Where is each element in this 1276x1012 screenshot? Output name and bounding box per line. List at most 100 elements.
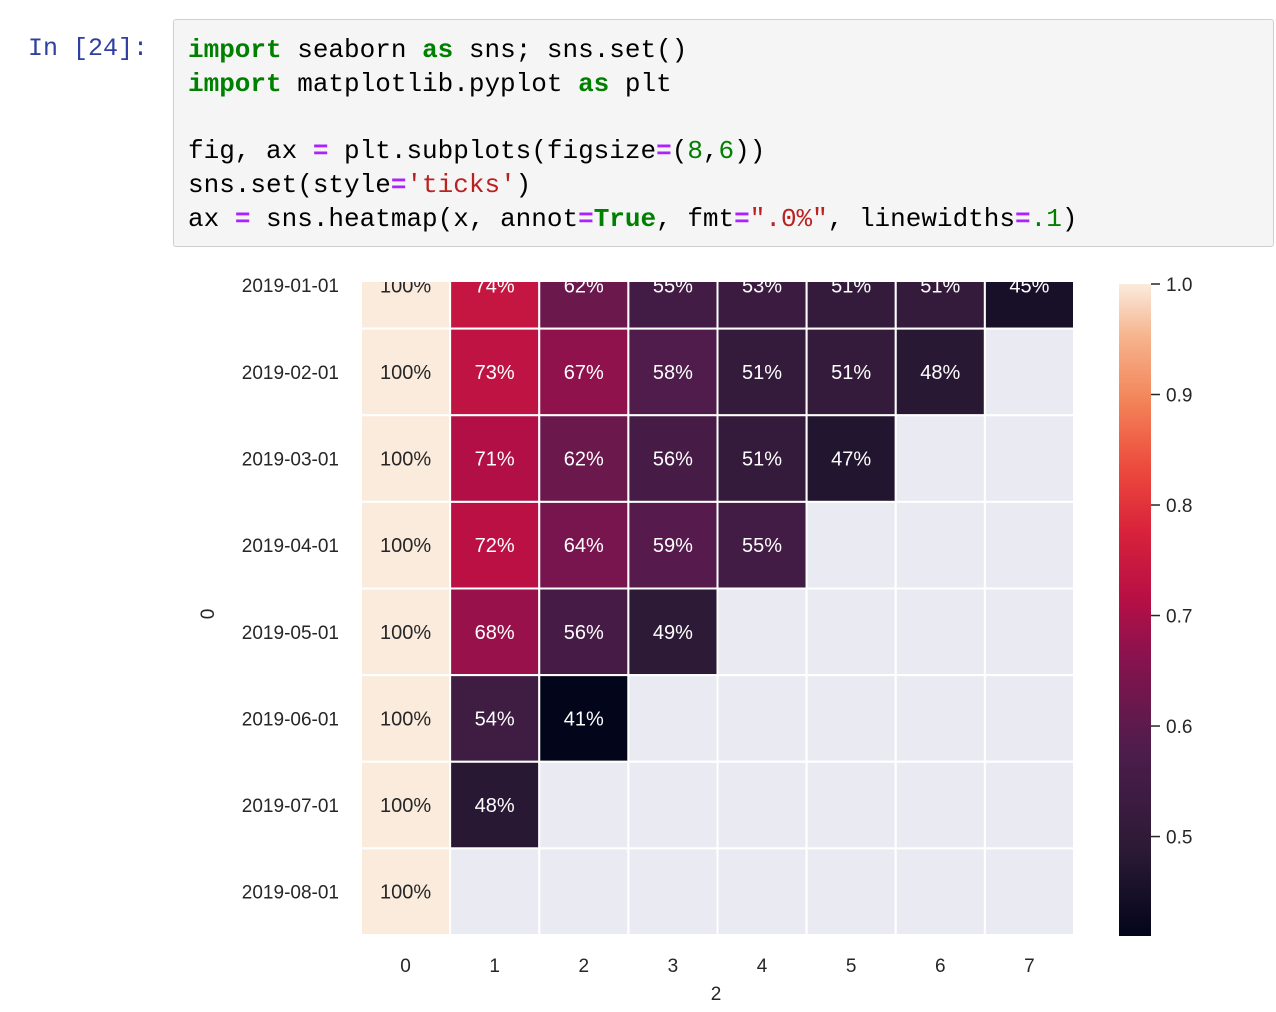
heatmap-cell — [538, 414, 630, 503]
heatmap-empty-cell — [805, 847, 897, 935]
cell-annotation: 51% — [920, 275, 960, 297]
heatmap-empty-cell — [983, 587, 1074, 677]
heatmap-empty-cell — [627, 674, 719, 763]
cell-annotation: 47% — [831, 449, 871, 471]
cell-annotation: 45% — [1009, 275, 1049, 297]
cell-annotation: 64% — [564, 535, 604, 557]
cell-annotation: 48% — [475, 795, 515, 817]
colorbar-tick-label: 0.5 — [1166, 828, 1192, 849]
heatmap-cell — [716, 414, 808, 503]
y-tick-label: 2019-02-01 — [242, 363, 339, 384]
y-tick-label: 2019-04-01 — [242, 536, 339, 557]
heatmap-cell — [805, 414, 897, 503]
cell-annotation: 71% — [475, 449, 515, 471]
heatmap-cell — [538, 587, 630, 677]
cell-annotation: 100% — [380, 362, 431, 384]
colorbar-tick-label: 0.7 — [1166, 607, 1192, 628]
heatmap-empty-cell — [983, 760, 1074, 850]
heatmap-cell — [538, 500, 630, 590]
y-axis-label: 0 — [198, 609, 219, 620]
heatmap-empty-cell — [894, 500, 986, 590]
x-tick-label: 3 — [668, 956, 679, 977]
heatmap-cell — [449, 282, 541, 330]
heatmap-empty-cell — [449, 847, 541, 935]
x-tick-label: 1 — [489, 956, 500, 977]
heatmap-empty-cell — [805, 760, 897, 850]
cell-annotation: 59% — [653, 535, 693, 557]
cell-annotation: 53% — [742, 275, 782, 297]
colorbar-tick-label: 0.8 — [1166, 496, 1192, 517]
heatmap-cell — [716, 282, 808, 330]
y-tick-label: 2019-03-01 — [242, 450, 339, 471]
code-editor[interactable]: import seaborn as sns; sns.set() import … — [188, 35, 1078, 234]
cell-annotation: 62% — [564, 449, 604, 471]
cell-annotation: 73% — [475, 362, 515, 384]
x-tick-label: 4 — [757, 956, 768, 977]
heatmap-empty-cell — [894, 674, 986, 763]
x-tick-label: 5 — [846, 956, 857, 977]
cell-prompt: In [24]: — [28, 34, 149, 63]
cell-annotation: 67% — [564, 362, 604, 384]
heatmap-cell — [361, 500, 452, 590]
x-tick-label: 2 — [579, 956, 590, 977]
heatmap-cell — [538, 327, 630, 417]
cell-annotation: 48% — [920, 362, 960, 384]
heatmap-empty-cell — [894, 414, 986, 503]
x-tick-label: 6 — [935, 956, 946, 977]
heatmap-empty-cell — [983, 847, 1074, 935]
heatmap-cell — [449, 587, 541, 677]
heatmap-empty-cell — [805, 500, 897, 590]
cell-annotation: 72% — [475, 535, 515, 557]
x-axis-label: 2 — [711, 984, 722, 1005]
heatmap-cell — [627, 414, 719, 503]
x-tick-label: 0 — [400, 956, 411, 977]
y-tick-label: 2019-05-01 — [242, 623, 339, 644]
cell-annotation: 74% — [475, 275, 515, 297]
heatmap-empty-cell — [805, 674, 897, 763]
cell-annotation: 100% — [380, 708, 431, 730]
cell-annotation: 55% — [742, 535, 782, 557]
heatmap-empty-cell — [983, 500, 1074, 590]
heatmap-empty-cell — [538, 760, 630, 850]
heatmap-cell — [449, 500, 541, 590]
heatmap-empty-cell — [983, 327, 1074, 417]
colorbar-tick-label: 0.9 — [1166, 386, 1192, 407]
heatmap-cell — [894, 327, 986, 417]
cell-annotation: 51% — [831, 275, 871, 297]
cell-annotation: 49% — [653, 622, 693, 644]
cell-annotation: 100% — [380, 449, 431, 471]
heatmap-cell — [361, 587, 452, 677]
heatmap-empty-cell — [627, 760, 719, 850]
cell-annotation: 56% — [564, 622, 604, 644]
heatmap-cell — [716, 327, 808, 417]
heatmap-empty-cell — [805, 587, 897, 677]
heatmap-empty-cell — [716, 587, 808, 677]
cell-annotation: 100% — [380, 275, 431, 297]
heatmap-chart: 100% 74% 62% 55% 53% 51% 51% 45%100% 73% 67% 58% 51… — [198, 275, 1192, 1005]
heatmap-cell — [361, 327, 452, 417]
heatmap-cell — [627, 587, 719, 677]
colorbar-tick-label: 1.0 — [1166, 275, 1192, 296]
cell-annotation: 51% — [742, 362, 782, 384]
heatmap-empty-cell — [894, 587, 986, 677]
heatmap-empty-cell — [716, 760, 808, 850]
cell-annotation: 100% — [380, 882, 431, 904]
cell-annotation: 68% — [475, 622, 515, 644]
cell-annotation: 54% — [475, 708, 515, 730]
cell-annotation: 62% — [564, 275, 604, 297]
heatmap-empty-cell — [983, 674, 1074, 763]
cell-annotation: 58% — [653, 362, 693, 384]
heatmap-empty-cell — [894, 760, 986, 850]
cell-annotation: 100% — [380, 535, 431, 557]
colorbar — [1119, 284, 1151, 936]
cell-annotation: 51% — [742, 449, 782, 471]
cell-annotation: 100% — [380, 795, 431, 817]
heatmap-cell — [894, 282, 986, 330]
heatmap-empty-cell — [627, 847, 719, 935]
heatmap-cell — [361, 414, 452, 503]
cell-annotation: 51% — [831, 362, 871, 384]
heatmap-cell — [627, 282, 719, 330]
code-cell[interactable]: import seaborn as sns; sns.set() import … — [173, 19, 1274, 247]
cell-annotation: 100% — [380, 622, 431, 644]
y-tick-label: 2019-07-01 — [242, 796, 339, 817]
